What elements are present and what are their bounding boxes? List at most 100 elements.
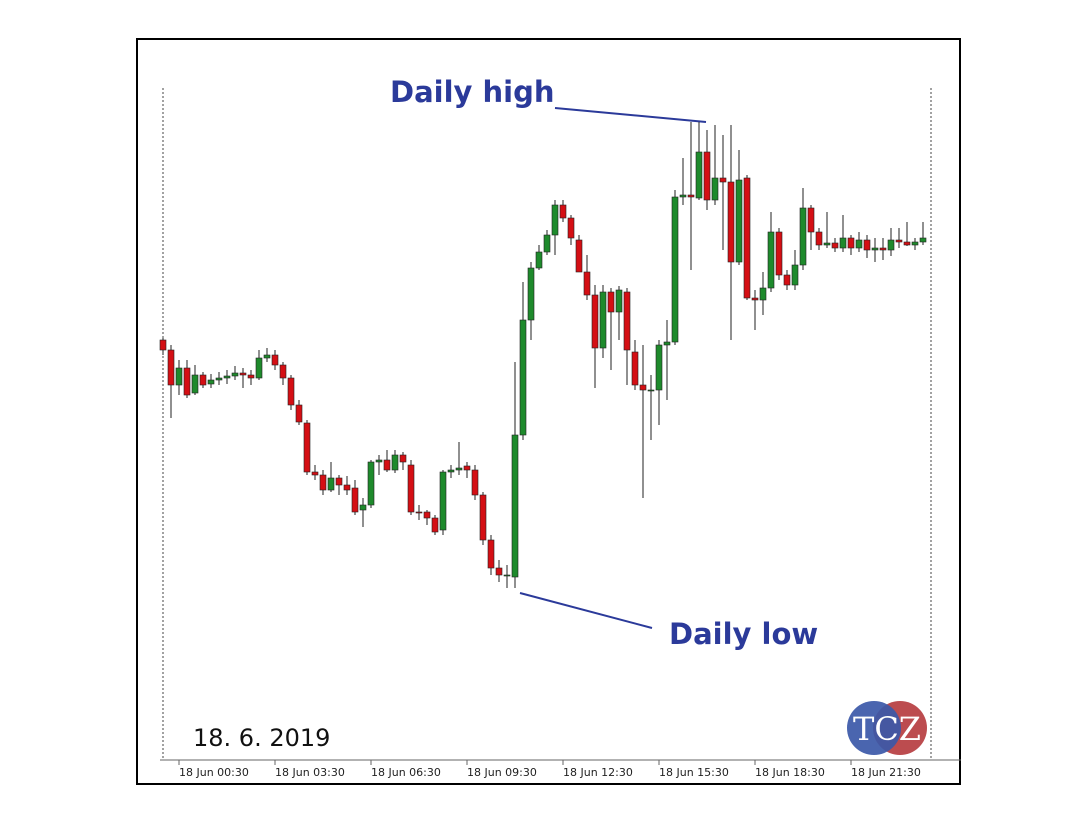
candle-body (751, 297, 759, 301)
candle-body (263, 354, 271, 359)
logo-text: TCZ (853, 710, 921, 748)
candle-body (823, 242, 831, 246)
candle-body (247, 374, 255, 379)
candle-body (351, 487, 359, 513)
candle-body (767, 231, 775, 289)
candle-body (895, 239, 903, 243)
candle-body (631, 351, 639, 386)
candle-body (575, 239, 583, 273)
candle-body (479, 494, 487, 541)
candle-body (215, 377, 223, 381)
candle-body (703, 151, 711, 201)
candle-body (607, 291, 615, 313)
candle-body (919, 237, 927, 243)
candle-body (183, 367, 191, 396)
candle-body (471, 469, 479, 496)
x-tick-label: 18 Jun 00:30 (179, 766, 249, 779)
x-tick-label: 18 Jun 18:30 (755, 766, 825, 779)
candle-body (295, 404, 303, 423)
x-tick-label: 18 Jun 06:30 (371, 766, 441, 779)
candle-body (711, 177, 719, 201)
candle-body (887, 239, 895, 251)
candle-body (287, 377, 295, 406)
x-tick-label: 18 Jun 12:30 (563, 766, 633, 779)
candle-body (871, 247, 879, 251)
candle-body (591, 294, 599, 349)
candle-body (511, 434, 519, 578)
candle-body (903, 241, 911, 246)
candle-body (415, 511, 423, 514)
candle-body (831, 242, 839, 249)
candle-body (431, 517, 439, 533)
candle-body (303, 422, 311, 473)
candle-body (271, 354, 279, 366)
annotation-line (554, 107, 707, 123)
candle-body (583, 271, 591, 296)
candle-body (383, 459, 391, 471)
candle-body (911, 241, 919, 246)
candle-body (231, 372, 239, 377)
candle-body (567, 217, 575, 239)
candle-body (679, 194, 687, 198)
candle-body (615, 289, 623, 313)
candle-body (391, 454, 399, 471)
candle-body (671, 196, 679, 343)
candle-body (207, 379, 215, 385)
candle-body (791, 264, 799, 286)
x-tick-label: 18 Jun 21:30 (851, 766, 921, 779)
candle-body (367, 461, 375, 506)
candle-body (839, 237, 847, 249)
candle-body (599, 291, 607, 349)
candle-body (191, 374, 199, 394)
candle-body (799, 207, 807, 266)
x-tick-label: 18 Jun 15:30 (659, 766, 729, 779)
candle-body (639, 384, 647, 391)
candle-body (663, 341, 671, 346)
candle-body (343, 484, 351, 491)
candle-body (311, 471, 319, 476)
candle-body (559, 204, 567, 219)
candle-body (543, 234, 551, 253)
candle-body (199, 374, 207, 386)
candle-body (503, 574, 511, 577)
candle-body (495, 567, 503, 576)
candle-body (223, 375, 231, 379)
candle-body (335, 477, 343, 486)
candle-body (719, 177, 727, 183)
candle-body (815, 231, 823, 246)
candle-body (759, 287, 767, 301)
candle-body (327, 477, 335, 491)
candle-body (239, 372, 247, 376)
candle-body (647, 389, 655, 392)
candle-body (807, 207, 815, 233)
annotation-line (519, 592, 653, 629)
candle-body (879, 247, 887, 251)
candle-body (447, 469, 455, 473)
candle-body (159, 339, 167, 351)
candle-body (527, 267, 535, 321)
x-tick-label: 18 Jun 09:30 (467, 766, 537, 779)
x-tick-label: 18 Jun 03:30 (275, 766, 345, 779)
candle-body (455, 467, 463, 471)
candle-body (687, 194, 695, 198)
candle-body (279, 364, 287, 379)
candle-body (775, 231, 783, 276)
date-label: 18. 6. 2019 (193, 724, 330, 752)
candle-body (375, 459, 383, 463)
candle-body (735, 179, 743, 263)
logo-circle (847, 701, 901, 755)
candle-body (487, 539, 495, 569)
candle-body (727, 181, 735, 263)
candle-body (551, 204, 559, 236)
candle-body (255, 357, 263, 379)
candle-body (847, 237, 855, 249)
candle-body (519, 319, 527, 436)
candle-body (863, 239, 871, 251)
candle-body (399, 454, 407, 463)
candle-body (423, 511, 431, 519)
candle-body (655, 344, 663, 391)
logo: TCZ (847, 701, 927, 755)
candle-body (319, 474, 327, 491)
